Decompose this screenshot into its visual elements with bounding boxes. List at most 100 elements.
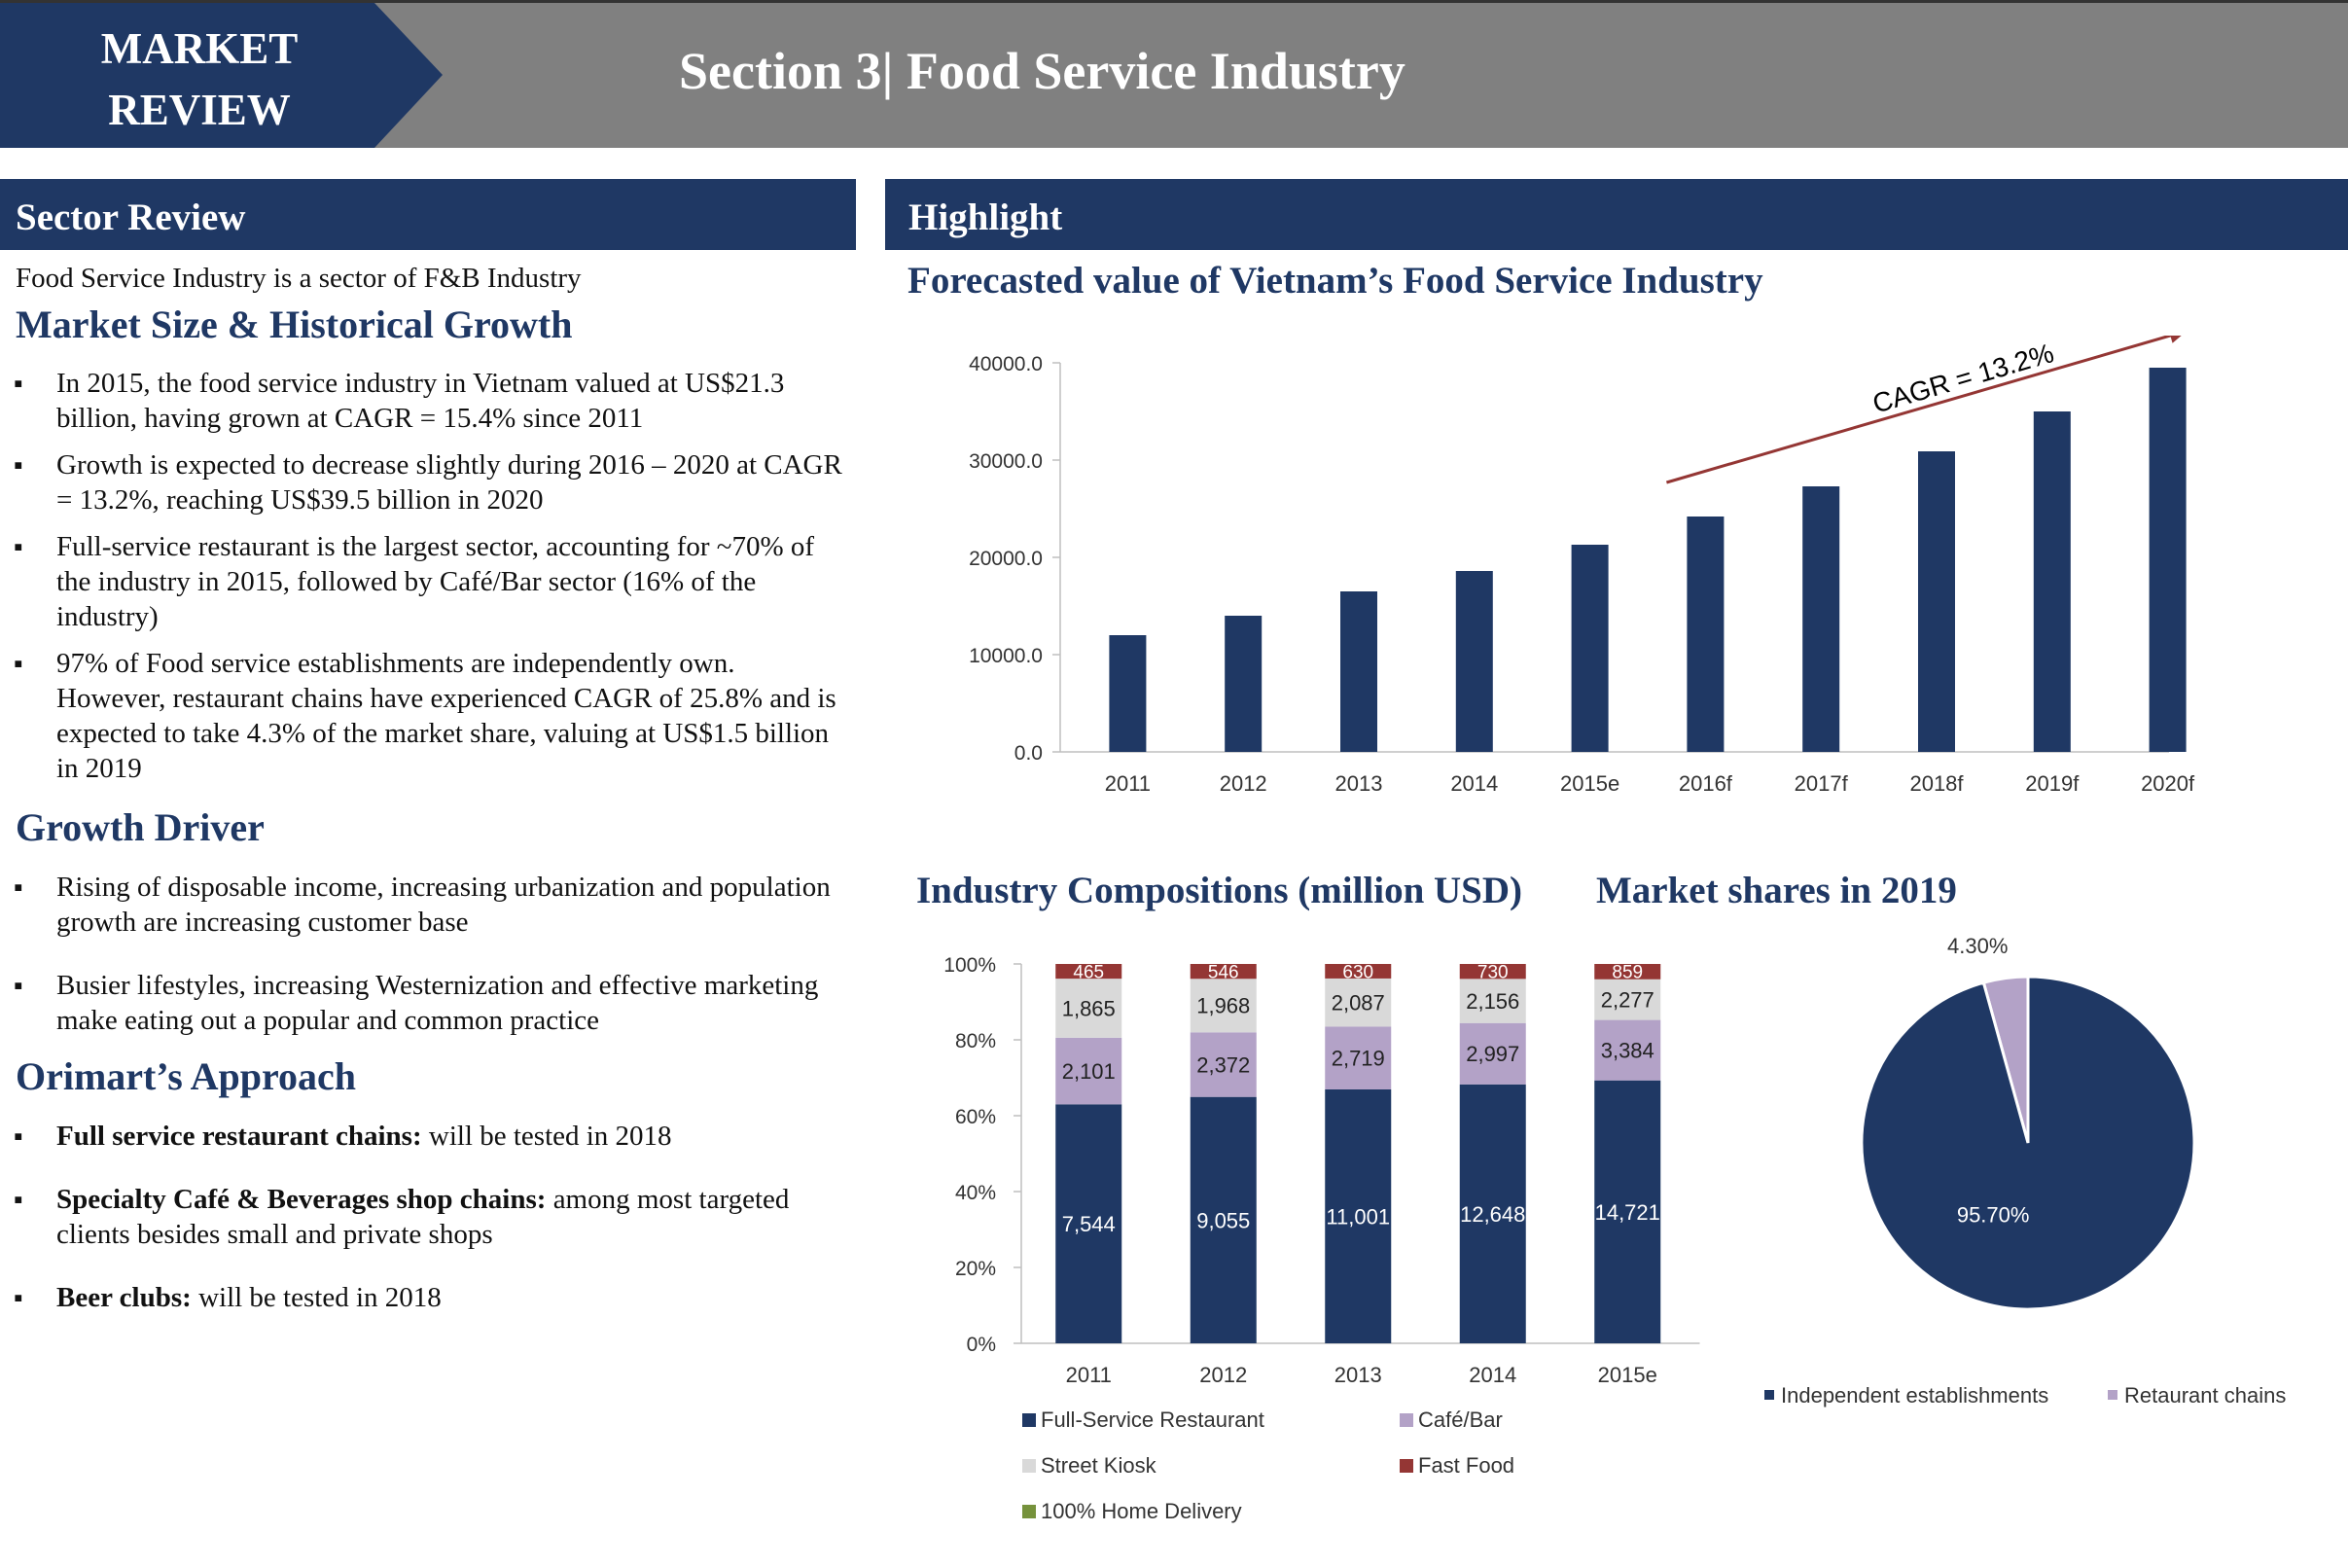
legend-label: Full-Service Restaurant: [1041, 1408, 1264, 1432]
sector-review-heading: Sector Review: [0, 179, 856, 250]
list-item: Growth is expected to decrease slightly …: [0, 447, 846, 517]
intro-text: Food Service Industry is a sector of F&B…: [16, 263, 582, 294]
data-label: 2,101: [1062, 1059, 1116, 1084]
y-tick-label: 100%: [943, 954, 996, 977]
y-tick-label: 0.0: [1014, 742, 1043, 765]
stack-segment: [1055, 979, 1122, 1038]
bar: [1571, 545, 1609, 752]
stack-segment: [1459, 1084, 1526, 1343]
x-tick-label: 2019f: [2025, 771, 2080, 796]
legend-swatch: [1400, 1413, 1413, 1427]
x-tick-label: 2016f: [1679, 771, 1733, 796]
legend-label: Fast Food: [1418, 1453, 1514, 1478]
stack-segment: [1459, 964, 1526, 980]
item-text: among most targeted clients besides smal…: [56, 1184, 790, 1250]
bar: [1455, 571, 1493, 752]
growth-driver-heading: Growth Driver: [16, 805, 265, 849]
list-item: Specialty Café & Beverages shop chains: …: [0, 1182, 846, 1252]
stack-segment: [1190, 964, 1257, 980]
legend-swatch: [2108, 1390, 2117, 1400]
stack-segment: [1594, 1019, 1661, 1081]
tag-line-1: MARKET: [100, 24, 299, 73]
legend-swatch: [1400, 1459, 1413, 1473]
market-size-list: In 2015, the food service industry in Vi…: [0, 366, 846, 786]
data-label: 546: [1208, 962, 1239, 982]
forecast-bar-chart: 0.0 10000.0 20000.0 30000.0 40000.0 2011 2012 2…: [969, 336, 2195, 796]
data-label: 14,721: [1595, 1200, 1660, 1225]
stack-segment: [1055, 964, 1122, 980]
data-label: 1,865: [1062, 996, 1116, 1020]
cagr-arrow-head: [2170, 336, 2182, 343]
item-label: Beer clubs:: [56, 1282, 192, 1313]
x-tick-label: 2017f: [1795, 771, 1849, 796]
x-tick-label: 2012: [1199, 1363, 1247, 1387]
approach-heading: Orimart’s Approach: [16, 1054, 356, 1098]
x-tick-label: 2015e: [1560, 771, 1619, 796]
pie-data-label: 95.70%: [1957, 1202, 2030, 1227]
stack-segment: [1055, 1037, 1122, 1105]
data-label: 465: [1073, 962, 1104, 982]
stack-segment: [1055, 1104, 1122, 1343]
stack-segment: [1594, 1080, 1661, 1343]
legend-swatch: [1764, 1390, 1774, 1400]
y-tick-label: 80%: [955, 1030, 996, 1052]
list-item: Rising of disposable income, increasing …: [0, 870, 846, 940]
list-item: In 2015, the food service industry in Vi…: [0, 366, 846, 436]
shares-chart-title: Market shares in 2019: [1596, 870, 1957, 911]
data-label: 2,372: [1196, 1052, 1250, 1077]
bar: [1109, 635, 1147, 752]
y-tick-label: 60%: [955, 1106, 996, 1128]
x-tick-label: 2011: [1066, 1363, 1112, 1387]
highlight-heading: Highlight: [885, 179, 2348, 250]
stack-segment: [1459, 979, 1526, 1023]
legend-swatch: [1022, 1413, 1036, 1427]
y-tick-label: 20000.0: [969, 548, 1043, 570]
bar: [1687, 517, 1725, 752]
item-label: Full service restaurant chains:: [56, 1121, 422, 1152]
tag-line-2: REVIEW: [108, 86, 291, 134]
data-label: 2,719: [1332, 1047, 1385, 1071]
item-text: will be tested in 2018: [421, 1121, 672, 1152]
x-tick-label: 2020f: [2141, 771, 2195, 796]
x-tick-label: 2012: [1220, 771, 1267, 796]
list-item: 97% of Food service establishments are i…: [0, 646, 846, 786]
stack-segment: [1325, 978, 1392, 1027]
page-title: Section 3| Food Service Industry: [679, 42, 1405, 100]
list-item: Full-service restaurant is the largest s…: [0, 529, 846, 634]
stack-segment: [1325, 1088, 1392, 1343]
bar: [1918, 451, 1955, 752]
bar: [2149, 368, 2187, 752]
stack-segment: [1325, 964, 1392, 979]
x-tick-label: 2018f: [1909, 771, 1964, 796]
x-tick-label: 2015e: [1598, 1363, 1657, 1387]
x-tick-label: 2011: [1105, 771, 1151, 796]
compositions-chart-title: Industry Compositions (million USD): [916, 870, 1523, 911]
y-tick-label: 0%: [967, 1334, 996, 1356]
pie-data-label: 4.30%: [1947, 934, 2008, 958]
y-tick-label: 40000.0: [969, 353, 1043, 375]
growth-driver-list: Rising of disposable income, increasing …: [0, 870, 846, 1038]
item-text: will be tested in 2018: [191, 1282, 442, 1313]
legend-swatch: [1022, 1459, 1036, 1473]
legend-label: 100% Home Delivery: [1041, 1499, 1242, 1523]
legend-label: Street Kiosk: [1041, 1453, 1157, 1478]
stack-segment: [1190, 979, 1257, 1033]
legend-swatch: [1022, 1505, 1036, 1518]
legend-label: Independent establishments: [1781, 1383, 2048, 1408]
item-label: Specialty Café & Beverages shop chains:: [56, 1184, 547, 1215]
data-label: 730: [1477, 963, 1509, 983]
legend-label: Retaurant chains: [2124, 1383, 2286, 1408]
x-tick-label: 2013: [1335, 771, 1383, 796]
y-tick-label: 10000.0: [969, 645, 1043, 667]
data-label: 2,087: [1332, 991, 1385, 1016]
bar: [1340, 591, 1377, 752]
data-label: 2,156: [1466, 989, 1519, 1014]
pie-slice: [1860, 975, 2196, 1311]
data-label: 630: [1342, 962, 1373, 982]
stack-segment: [1594, 979, 1661, 1020]
data-label: 9,055: [1196, 1208, 1250, 1232]
stack-segment: [1190, 1096, 1257, 1343]
market-share-pie-chart: 4.30% 95.70% Independent establishments Ret…: [1764, 934, 2286, 1408]
y-tick-label: 20%: [955, 1258, 996, 1280]
data-label: 3,384: [1601, 1039, 1654, 1063]
